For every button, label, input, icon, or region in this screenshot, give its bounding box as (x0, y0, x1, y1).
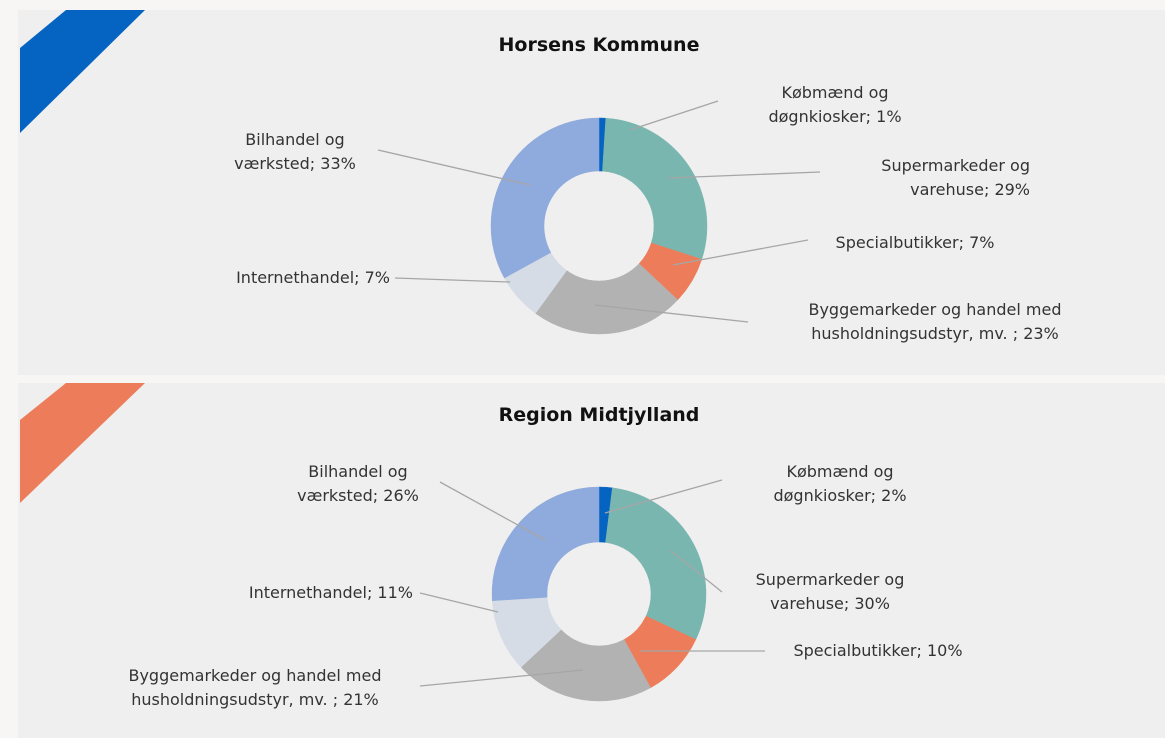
leader-line (419, 592, 499, 613)
leader-line (672, 239, 809, 266)
donut-slice (520, 629, 651, 702)
decor-stripe (20, 383, 145, 503)
chart-title: Horsens Kommune (498, 34, 700, 56)
data-label: Internethandel; 7% (236, 268, 390, 287)
donut-slice (491, 486, 600, 601)
data-label: Bilhandel og værksted; 33% (234, 130, 356, 173)
data-label: Bilhandel og værksted; 26% (297, 462, 419, 505)
leader-line (377, 149, 531, 186)
data-label: Supermarkeder og varehuse; 29% (881, 156, 1030, 199)
donut-slice (605, 487, 707, 640)
data-label: Byggemarkeder og handel med husholdnings… (128, 666, 382, 709)
leader-line (439, 481, 546, 541)
data-label: Supermarkeder og varehuse; 30% (755, 570, 905, 613)
donut-slice (602, 117, 708, 260)
data-label: Købmænd og døgnkiosker; 2% (773, 462, 907, 505)
leader-line (667, 171, 821, 179)
leader-line (629, 100, 719, 131)
donut-slice (535, 263, 679, 335)
leader-line (604, 479, 723, 514)
chart-title: Region Midtjylland (498, 404, 700, 426)
leader-line (594, 304, 749, 323)
leader-line (394, 277, 511, 283)
donut-slice (490, 117, 600, 279)
data-label: Byggemarkeder og handel med husholdnings… (808, 300, 1062, 343)
decor-stripe (20, 10, 145, 133)
data-label: Købmænd og døgnkiosker; 1% (768, 83, 902, 126)
data-label: Specialbutikker; 10% (793, 641, 963, 660)
data-label: Specialbutikker; 7% (835, 233, 995, 252)
leader-line (669, 549, 723, 593)
leader-line (419, 669, 584, 687)
data-label: Internethandel; 11% (248, 583, 413, 602)
